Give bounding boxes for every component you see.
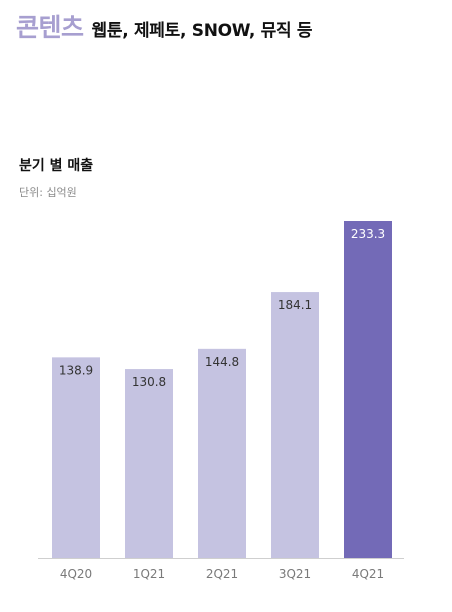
chart-unit-label: 단위: 십억원: [19, 186, 77, 199]
x-tick-label: 1Q21: [133, 567, 165, 581]
bar-1q21: [125, 369, 173, 558]
bar-value-label: 130.8: [132, 375, 166, 389]
bar-value-label: 233.3: [351, 227, 385, 241]
x-tick-label: 4Q20: [60, 567, 92, 581]
bar-value-label: 184.1: [278, 298, 312, 312]
bar-value-label: 138.9: [59, 363, 93, 377]
bar-4q20: [52, 357, 100, 558]
page-header: 콘텐츠 웹툰, 제페토, SNOW, 뮤직 등: [16, 8, 313, 44]
section-subtitle: 웹툰, 제페토, SNOW, 뮤직 등: [91, 21, 313, 41]
section-title: 콘텐츠: [16, 13, 84, 42]
bar-4q21: [344, 221, 392, 558]
bar-2q21: [198, 348, 246, 558]
chart-title: 분기 별 매출: [19, 158, 94, 174]
x-tick-label: 4Q21: [352, 567, 384, 581]
x-tick-label: 3Q21: [279, 567, 311, 581]
bar-value-label: 144.8: [205, 355, 239, 369]
bar-3q21: [271, 292, 319, 558]
x-tick-label: 2Q21: [206, 567, 238, 581]
